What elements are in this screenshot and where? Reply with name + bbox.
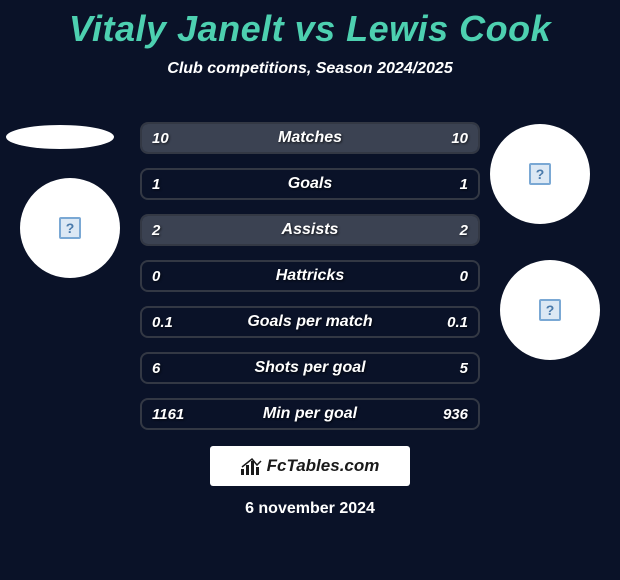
decor-ellipse-left <box>6 125 114 149</box>
stat-row: 6Shots per goal5 <box>140 352 480 384</box>
circle-right-bottom: ? <box>500 260 600 360</box>
stat-value-right: 0.1 <box>447 314 468 331</box>
stat-row: 1Goals1 <box>140 168 480 200</box>
stat-row: 0Hattricks0 <box>140 260 480 292</box>
stat-value-right: 0 <box>460 268 468 285</box>
stat-label: Shots per goal <box>142 359 478 377</box>
stat-row: 10Matches10 <box>140 122 480 154</box>
circle-right-top: ? <box>490 124 590 224</box>
stat-label: Goals per match <box>142 313 478 331</box>
stat-value-right: 936 <box>443 406 468 423</box>
placeholder-icon: ? <box>539 299 561 321</box>
stat-label: Min per goal <box>142 405 478 423</box>
comparison-subtitle: Club competitions, Season 2024/2025 <box>0 60 620 78</box>
stat-value-right: 10 <box>451 130 468 147</box>
chart-icon <box>241 457 263 475</box>
footer-date: 6 november 2024 <box>0 500 620 518</box>
stat-row: 1161Min per goal936 <box>140 398 480 430</box>
stat-value-right: 5 <box>460 360 468 377</box>
stats-bars: 10Matches101Goals12Assists20Hattricks00.… <box>140 122 480 444</box>
stat-label: Assists <box>142 221 478 239</box>
stat-value-right: 2 <box>460 222 468 239</box>
circle-left: ? <box>20 178 120 278</box>
stat-label: Matches <box>142 129 478 147</box>
placeholder-icon: ? <box>529 163 551 185</box>
stat-value-right: 1 <box>460 176 468 193</box>
comparison-title: Vitaly Janelt vs Lewis Cook <box>0 0 620 50</box>
stat-label: Goals <box>142 175 478 193</box>
placeholder-icon: ? <box>59 217 81 239</box>
stat-row: 0.1Goals per match0.1 <box>140 306 480 338</box>
brand-logo: FcTables.com <box>210 446 410 486</box>
stat-row: 2Assists2 <box>140 214 480 246</box>
brand-text: FcTables.com <box>267 456 380 476</box>
stat-label: Hattricks <box>142 267 478 285</box>
